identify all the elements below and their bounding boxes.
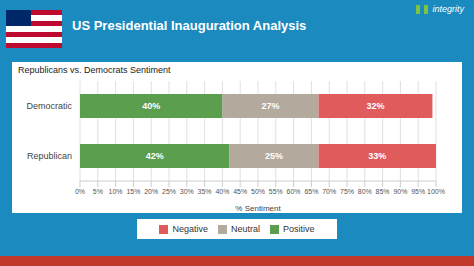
svg-text:50%: 50% — [251, 188, 265, 195]
svg-text:15%: 15% — [126, 188, 140, 195]
svg-text:Democratic: Democratic — [26, 101, 72, 111]
svg-text:85%: 85% — [376, 188, 390, 195]
svg-text:30%: 30% — [180, 188, 194, 195]
svg-text:% Sentiment: % Sentiment — [235, 204, 281, 213]
svg-text:90%: 90% — [393, 188, 407, 195]
html-text:Negative: Negative — [172, 224, 208, 234]
svg-text:100%: 100% — [427, 188, 445, 195]
svg-text:95%: 95% — [411, 188, 425, 195]
svg-text:27%: 27% — [261, 101, 279, 111]
svg-text:42%: 42% — [146, 151, 164, 161]
svg-text:65%: 65% — [304, 188, 318, 195]
html-text:US Presidential Inauguration A: US Presidential Inauguration Analysis — [72, 18, 307, 33]
svg-text:60%: 60% — [287, 188, 301, 195]
svg-text:Republican: Republican — [27, 151, 72, 161]
html-text:Positive: Positive — [283, 224, 315, 234]
html-text:integrity: integrity — [432, 4, 464, 14]
svg-text:80%: 80% — [358, 188, 372, 195]
svg-text:35%: 35% — [198, 188, 212, 195]
svg-text:25%: 25% — [265, 151, 283, 161]
svg-text:10%: 10% — [109, 188, 123, 195]
svg-text:32%: 32% — [366, 101, 384, 111]
svg-text:40%: 40% — [142, 101, 160, 111]
svg-text:0%: 0% — [75, 188, 85, 195]
html-text:Neutral: Neutral — [231, 224, 260, 234]
svg-text:75%: 75% — [340, 188, 354, 195]
html-text:Republicans vs. Democrats Sent: Republicans vs. Democrats Sentiment — [18, 65, 171, 75]
svg-text:5%: 5% — [93, 188, 103, 195]
svg-text:25%: 25% — [162, 188, 176, 195]
svg-text:55%: 55% — [269, 188, 283, 195]
svg-text:20%: 20% — [144, 188, 158, 195]
svg-text:45%: 45% — [233, 188, 247, 195]
svg-text:33%: 33% — [368, 151, 386, 161]
svg-text:40%: 40% — [215, 188, 229, 195]
svg-text:70%: 70% — [322, 188, 336, 195]
